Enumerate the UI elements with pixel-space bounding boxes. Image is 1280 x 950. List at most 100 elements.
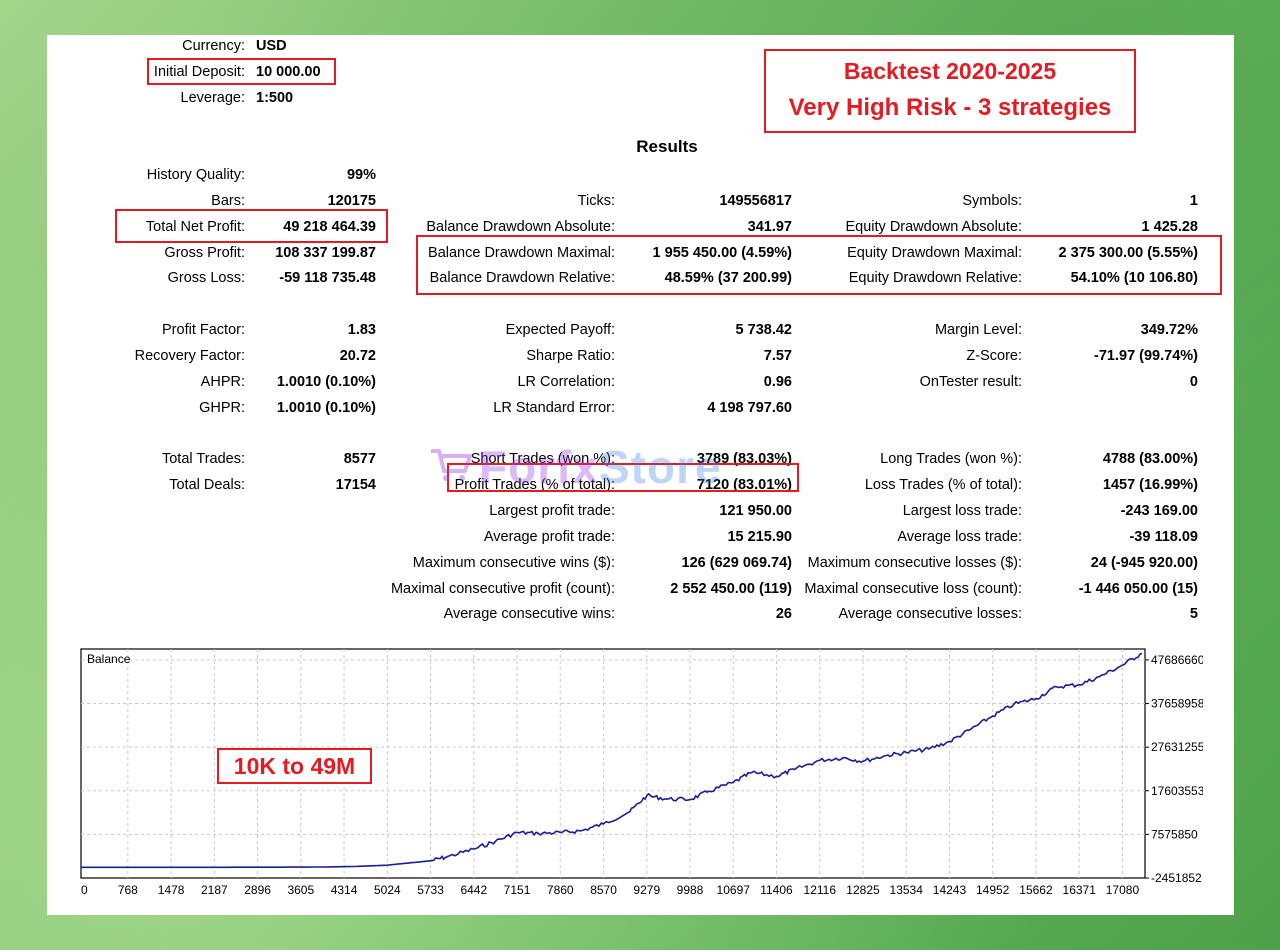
cart-icon: [431, 449, 472, 481]
col2-value-sharpe-ratio: 7.57: [763, 347, 792, 364]
col1-value-total-trades: 8577: [343, 451, 376, 468]
x-tick-label: 5733: [417, 883, 444, 897]
profit-trades-highlight: [447, 463, 799, 492]
x-tick-label: 8570: [590, 883, 617, 897]
x-tick-label: 768: [118, 883, 138, 897]
col2-value-balance-drawdown-absolute: 341.97: [747, 218, 792, 235]
y-tick-label: 17603553: [1151, 784, 1203, 798]
col1-label-history-quality: History Quality:: [146, 167, 245, 183]
setting-label-currency: Currency:: [182, 38, 245, 54]
col3-label-margin-level: Margin Level:: [934, 322, 1022, 339]
report-panel: Currency: USD Initial Deposit: 10 000.00 Lev…: [47, 35, 1234, 915]
y-tick-label: -2451852: [1151, 871, 1202, 885]
col1-label-profit-factor: Profit Factor:: [162, 322, 245, 339]
col3-label-equity-drawdown-relative: Equity Drawdown Relative:: [848, 270, 1022, 287]
col3-label-average-loss-trade: Average loss trade:: [897, 528, 1022, 545]
col1-label-total-net-profit: Total Net Profit:: [145, 218, 245, 235]
col3-label-ontester-result: OnTester result:: [919, 373, 1022, 390]
col2-label-balance-drawdown-absolute: Balance Drawdown Absolute:: [426, 218, 615, 235]
col2-label-profit-trades: Profit Trades (% of total):: [454, 477, 615, 494]
x-tick-label: 14952: [976, 883, 1010, 897]
col3-value-maximum-consecutive-losses: 24 (-945 920.00): [1090, 554, 1198, 571]
col3-label-maximal-consecutive-loss: Maximal consecutive loss (count):: [804, 580, 1022, 597]
watermark-part-1: Forfx: [479, 441, 599, 493]
x-tick-label: 12116: [804, 883, 837, 897]
col3-label-average-consecutive-losses: Average consecutive losses:: [838, 606, 1022, 623]
col3-value-symbols: 1: [1189, 192, 1198, 209]
x-tick-label: 14243: [933, 883, 967, 897]
initial-deposit-highlight: [147, 58, 336, 85]
col2-label-lr-standard-error: LR Standard Error:: [493, 399, 615, 416]
col1-label-gross-profit: Gross Profit:: [164, 244, 245, 261]
col2-value-expected-payoff: 5 738.42: [735, 322, 792, 339]
col2-value-balance-drawdown-relative: 48.59% (37 200.99): [664, 270, 792, 287]
col1-value-ghpr: 1.0010 (0.10%): [276, 399, 376, 416]
col3-value-loss-trades: 1457 (16.99%): [1102, 477, 1198, 494]
col1-value-bars: 120175: [327, 192, 376, 209]
x-tick-label: 15662: [1019, 883, 1053, 897]
backtest-banner: Backtest 2020-2025 Very High Risk - 3 st…: [764, 49, 1136, 133]
col2-value-average-consecutive-wins: 26: [775, 606, 792, 623]
col1-label-total-deals: Total Deals:: [169, 477, 245, 494]
col3-value-long-trades: 4788 (83.00%): [1102, 451, 1198, 468]
col2-value-ticks: 149556817: [719, 192, 792, 209]
col2-value-lr-correlation: 0.96: [763, 373, 792, 390]
net-profit-highlight: [115, 209, 388, 243]
x-tick-label: 10697: [717, 883, 751, 897]
setting-value-leverage: 1:500: [256, 90, 294, 106]
setting-value-initial-deposit: 10 000.00: [256, 64, 321, 80]
setting-label-initial-deposit: Initial Deposit:: [153, 64, 245, 80]
y-tick-label: 27631255: [1151, 740, 1203, 754]
col3-value-maximal-consecutive-loss: -1 446 050.00 (15): [1078, 580, 1198, 597]
x-tick-label: 13534: [890, 883, 924, 897]
col2-label-largest-profit-trade: Largest profit trade:: [489, 503, 615, 520]
col1-label-gross-loss: Gross Loss:: [167, 270, 245, 287]
col2-label-lr-correlation: LR Correlation:: [517, 373, 615, 390]
col2-value-lr-standard-error: 4 198 797.60: [707, 399, 792, 416]
col2-value-maximum-consecutive-wins: 126 (629 069.74): [681, 554, 792, 571]
col1-value-gross-loss: -59 118 735.48: [279, 270, 376, 287]
col3-label-equity-drawdown-absolute: Equity Drawdown Absolute:: [845, 218, 1022, 235]
col1-label-total-trades: Total Trades:: [161, 451, 245, 468]
col3-value-ontester-result: 0: [1189, 373, 1198, 390]
x-tick-label: 12825: [846, 883, 880, 897]
x-tick-label: 7151: [504, 883, 531, 897]
x-tick-label: 16371: [1063, 883, 1097, 897]
col2-value-balance-drawdown-maximal: 1 955 450.00 (4.59%): [652, 244, 792, 261]
col3-value-equity-drawdown-maximal: 2 375 300.00 (5.55%): [1058, 244, 1198, 261]
col3-label-long-trades: Long Trades (won %):: [880, 451, 1022, 468]
y-tick-label: 7575850: [1151, 827, 1198, 841]
x-tick-label: 11406: [760, 883, 793, 897]
setting-label-leverage: Leverage:: [180, 90, 246, 106]
col1-value-total-deals: 17154: [335, 477, 376, 494]
col2-label-maximal-consecutive-profit: Maximal consecutive profit (count):: [390, 580, 615, 597]
col2-label-sharpe-ratio: Sharpe Ratio:: [526, 347, 615, 364]
x-tick-label: 3605: [287, 883, 314, 897]
watermark-logo: ForfxStore: [479, 440, 722, 494]
col3-value-equity-drawdown-relative: 54.10% (10 106.80): [1070, 270, 1198, 287]
x-tick-label: 4314: [331, 883, 358, 897]
col1-label-recovery-factor: Recovery Factor:: [134, 347, 245, 364]
col3-value-average-loss-trade: -39 118.09: [1129, 528, 1198, 545]
col1-value-gross-profit: 108 337 199.87: [275, 244, 376, 261]
col2-value-maximal-consecutive-profit: 2 552 450.00 (119): [670, 580, 792, 597]
banner-line-1: Backtest 2020-2025: [843, 58, 1057, 84]
col1-value-profit-factor: 1.83: [347, 322, 376, 339]
x-tick-label: 9279: [633, 883, 660, 897]
col3-label-loss-trades: Loss Trades (% of total):: [864, 477, 1022, 494]
x-tick-label: 7860: [547, 883, 574, 897]
col1-label-bars: Bars:: [211, 192, 245, 209]
col1-label-ahpr: AHPR:: [200, 373, 245, 390]
col1-value-ahpr: 1.0010 (0.10%): [276, 373, 376, 390]
x-tick-label: 6442: [460, 883, 487, 897]
col2-value-average-profit-trade: 15 215.90: [727, 528, 792, 545]
watermark-part-2: Store: [599, 441, 722, 493]
col3-label-z-score: Z-Score:: [966, 347, 1022, 364]
col3-value-equity-drawdown-absolute: 1 425.28: [1141, 218, 1198, 235]
col2-value-largest-profit-trade: 121 950.00: [719, 503, 792, 520]
x-tick-label: 0: [81, 883, 88, 897]
x-tick-label: 2187: [201, 883, 228, 897]
chart-annotation: 10K to 49M: [217, 748, 372, 784]
banner-line-2: Very High Risk - 3 strategies: [788, 94, 1112, 121]
col2-label-expected-payoff: Expected Payoff:: [505, 322, 615, 339]
